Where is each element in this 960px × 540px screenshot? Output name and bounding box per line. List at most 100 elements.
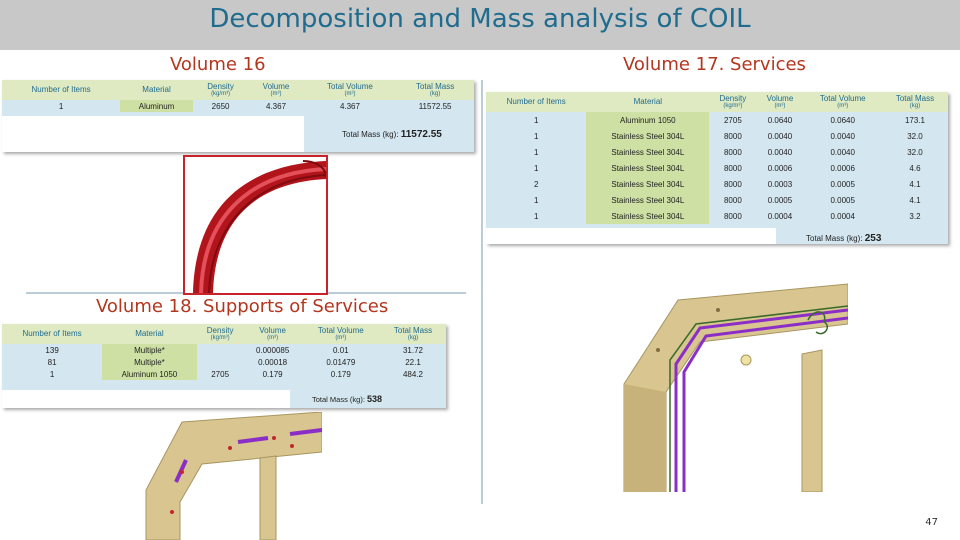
volume18-total: Total Mass (kg): 538: [312, 394, 382, 404]
services-structure-image: [618, 280, 848, 492]
table-cell: 4.1: [909, 195, 921, 205]
table-cell: 1: [533, 147, 539, 157]
table-cell: 2705: [723, 115, 742, 125]
volume18-total-label: Total Mass (kg):: [312, 395, 365, 404]
volume17-total-value: 253: [864, 233, 882, 244]
header-label: Total Mass: [415, 81, 455, 91]
volume17-total: Total Mass (kg): 253: [806, 233, 881, 244]
table-row: 1 Stainless Steel 304L 8000 0.0006 0.0006 4.6: [486, 160, 948, 176]
header-unit: (m³): [267, 335, 279, 342]
header-unit: (kg): [407, 335, 419, 342]
header-unit: (kg/m³): [723, 103, 743, 110]
table-cell: 8000: [723, 163, 742, 173]
supports-structure-image: [142, 412, 322, 540]
table-cell: 1: [533, 195, 539, 205]
page-number: 47: [925, 517, 938, 528]
volume16-header-0: Number of Items: [2, 80, 121, 100]
table-cell: 31.72: [402, 345, 424, 355]
header-unit: (m³): [270, 91, 282, 98]
table-cell: 0.00018: [258, 357, 288, 367]
table-cell: [197, 344, 244, 356]
header-label: Volume: [259, 325, 286, 335]
header-unit: (m³): [335, 335, 347, 342]
table-cell: 81: [47, 357, 57, 367]
table-cell: 0.0004: [830, 211, 855, 221]
table-cell: Stainless Steel 304L: [586, 208, 710, 224]
volume16-label: Volume 16: [170, 54, 266, 75]
header-label: Number of Items: [31, 84, 91, 94]
table-cell: Stainless Steel 304L: [586, 160, 710, 176]
table-row: 81 Multiple* 0.00018 0.01479 22.1: [2, 356, 446, 368]
table-cell: 11572.55: [418, 101, 452, 111]
header-label: Total Volume: [819, 93, 866, 103]
header-label: Material: [633, 96, 663, 106]
volume18-total-value: 538: [367, 394, 383, 404]
table-row: 1 Stainless Steel 304L 8000 0.0005 0.0005 4.1: [486, 192, 948, 208]
table-row: 1 Aluminum 1050 2705 0.179 0.179 484.2: [2, 368, 446, 380]
volume17-header-0: Number of Items: [486, 92, 587, 112]
table-cell: 2: [533, 179, 539, 189]
volume16-header-4: Total Volume (m³): [303, 80, 397, 100]
table-cell: 1: [533, 131, 539, 141]
table-cell: Aluminum: [120, 100, 193, 112]
table-cell: 8000: [723, 131, 742, 141]
volume18-header-2: Density (kg/m³): [196, 324, 244, 344]
volume16-header-3: Volume (m³): [248, 80, 304, 100]
table-cell: 8000: [723, 195, 742, 205]
volume18-label: Volume 18. Supports of Services: [96, 296, 389, 317]
table-cell: 3.2: [909, 211, 921, 221]
header-label: Density: [719, 93, 747, 103]
table-cell: 173.1: [904, 115, 925, 125]
table-cell: 0.0640: [830, 115, 855, 125]
table-cell: 0.0040: [830, 147, 855, 157]
volume17-blank: [486, 228, 776, 244]
volume16-table-panel: Number of Items Material Density (kg/m³) Vol…: [2, 80, 474, 152]
table-cell: 0.0005: [830, 195, 855, 205]
table-row: 139 Multiple* 0.000085 0.01 31.72: [2, 344, 446, 356]
volume17-header-3: Volume (m³): [756, 92, 804, 112]
header-label: Volume: [262, 81, 290, 91]
table-cell: 0.0040: [767, 147, 793, 157]
volume17-table: Number of Items Material Density (kg/m³) Vol…: [486, 92, 948, 224]
table-cell: 4.1: [909, 179, 921, 189]
table-cell: 0.0004: [767, 211, 793, 221]
header-unit: (kg/m³): [211, 91, 231, 98]
header-label: Number of Items: [506, 96, 566, 106]
volume18-table-panel: Number of Items Material Density (kg/m³) Vol…: [2, 324, 446, 408]
header-label: Material: [135, 328, 164, 338]
table-row: 2 Stainless Steel 304L 8000 0.0003 0.0005 4.1: [486, 176, 948, 192]
header-label: Total Volume: [327, 81, 373, 91]
header-unit: (kg/m³): [210, 335, 230, 342]
table-cell: 2705: [211, 369, 230, 379]
volume18-table: Number of Items Material Density (kg/m³) Vol…: [2, 324, 446, 380]
volume18-header-5: Total Mass (kg): [380, 324, 446, 344]
header-unit: (kg): [429, 91, 441, 98]
volume18-header-4: Total Volume (m³): [301, 324, 380, 344]
table-cell: 0.000085: [255, 345, 290, 355]
volume18-header-3: Volume (m³): [243, 324, 302, 344]
volume17-table-panel: Number of Items Material Density (kg/m³) Vol…: [486, 92, 948, 244]
volume16-total-label: Total Mass (kg):: [342, 130, 399, 139]
table-cell: 8000: [723, 211, 742, 221]
table-cell: 2650: [211, 101, 230, 111]
table-cell: 1: [533, 211, 539, 221]
table-cell: 139: [45, 345, 59, 355]
table-cell: 4.6: [909, 163, 921, 173]
coil-image: [183, 155, 328, 295]
volume18-header-0: Number of Items: [2, 324, 103, 344]
volume16-blank: [2, 116, 304, 152]
volume17-label: Volume 17. Services: [623, 54, 806, 75]
volume18-header-1: Material: [102, 324, 197, 344]
table-cell: 1: [533, 115, 539, 125]
volume17-header-5: Total Mass (kg): [881, 92, 948, 112]
header-unit: (m³): [774, 103, 786, 110]
header-label: Density: [206, 325, 234, 335]
table-cell: 8000: [723, 147, 742, 157]
volume16-total-value: 11572.55: [400, 129, 442, 140]
table-cell: 0.0640: [767, 115, 793, 125]
table-cell: 0.0040: [767, 131, 793, 141]
volume17-header-1: Material: [586, 92, 710, 112]
table-cell: 0.0005: [767, 195, 793, 205]
table-cell: 0.179: [262, 369, 283, 379]
table-cell: 484.2: [402, 369, 424, 379]
